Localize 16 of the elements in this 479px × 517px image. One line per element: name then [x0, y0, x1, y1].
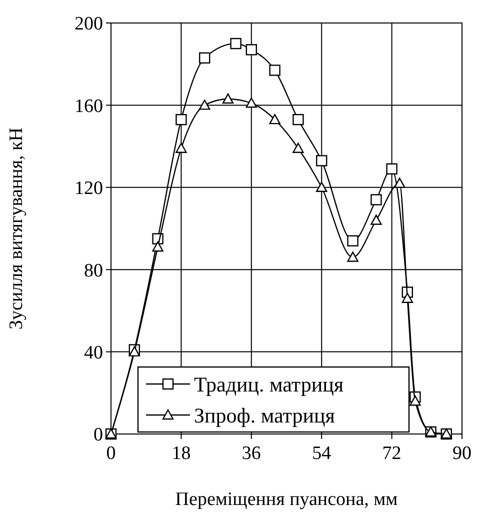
x-tick-label: 72 — [382, 443, 402, 464]
y-axis-title: Зусилля витягування, кН — [6, 127, 27, 330]
y-tick-label: 40 — [84, 342, 103, 364]
x-tick-label: 18 — [172, 443, 191, 464]
x-tick-label: 36 — [242, 443, 261, 464]
legend-label: Традиц. матриця — [194, 372, 344, 396]
x-tick-label: 90 — [452, 443, 472, 464]
x-tick-label: 54 — [312, 443, 332, 464]
y-tick-label: 200 — [74, 14, 103, 35]
x-axis-title: Переміщення пуансона, мм — [175, 489, 398, 510]
y-tick-label: 120 — [74, 178, 103, 200]
x-tick-label: 0 — [106, 443, 116, 464]
y-tick-label: 0 — [94, 424, 103, 446]
y-tick-label: 160 — [74, 96, 103, 117]
legend-label: Зпроф. матриця — [194, 403, 336, 428]
y-tick-label: 80 — [84, 260, 103, 282]
